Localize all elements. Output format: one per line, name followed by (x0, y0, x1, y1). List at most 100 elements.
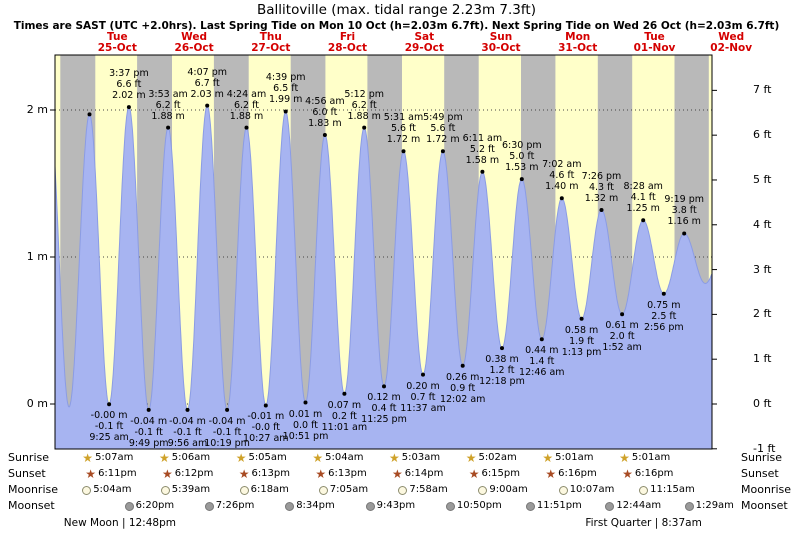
moonset-icon (365, 501, 375, 511)
low-tide-annotation: 0.38 m 1.2 ft 12:18 pm (473, 354, 531, 387)
moonset-icon (204, 501, 214, 511)
annotation-line: 10:27 am (243, 433, 289, 445)
high-tide-annotation: 5:49 pm 5.6 ft 1.72 m (414, 112, 472, 145)
annotation-line: 0.2 ft (331, 410, 357, 422)
sunset-entry: ★ 6:11pm (85, 467, 136, 481)
moonrise-time: 7:05am (329, 484, 369, 495)
moonset-time: 7:26pm (215, 500, 255, 511)
sunset-time: 6:12pm (174, 468, 214, 479)
day-weekday: Tue (106, 31, 128, 43)
annotation-line: -0.00 m (90, 410, 128, 422)
annotation-line: 0.61 m (605, 320, 639, 332)
low-tide-annotation: 0.26 m 0.9 ft 12:02 am (434, 372, 492, 405)
annotation-line: 5:12 pm (344, 88, 384, 100)
moonset-time: 8:34pm (296, 500, 335, 511)
high-tide-annotation: 8:28 am 4.1 ft 1.25 m (614, 181, 672, 214)
annotation-line: 8:28 am (623, 181, 663, 193)
annotation-line: 4.3 ft (588, 181, 615, 193)
low-tide-annotation: 0.07 m 0.2 ft 11:01 am (315, 400, 373, 433)
moonrise-entry: 7:58am (398, 483, 448, 497)
tide-extreme-dot (460, 363, 465, 368)
sunrise-entry: ★ 5:02am (466, 451, 517, 465)
low-tide-annotation: 0.58 m 1.9 ft 1:13 pm (553, 325, 611, 358)
day-weekday: Mon (565, 31, 591, 43)
annotation-line: 0.01 m (288, 408, 323, 420)
sunset-row-label-left: Sunset (8, 467, 46, 480)
sunrise-entry: ★ 5:01am (542, 451, 593, 465)
annotation-line: 7:02 am (542, 159, 582, 171)
annotation-line: 4:07 pm (187, 66, 227, 78)
annotation-line: 11:37 am (400, 402, 446, 414)
day-date: 02-Nov (710, 42, 753, 54)
sunset-entry: ★ 6:16pm (622, 467, 673, 481)
sunrise-row-label-left: Sunrise (8, 451, 50, 464)
sunrise-star-icon: ★ (235, 451, 247, 465)
moonset-icon (124, 501, 134, 511)
sunrise-star-icon: ★ (312, 451, 324, 465)
sunrise-time: 5:02am (478, 452, 517, 463)
sunset-star-icon: ★ (162, 467, 173, 481)
annotation-line: 6:30 pm (501, 140, 542, 152)
moonrise-time: 6:18am (250, 484, 289, 495)
tide-extreme-dot (599, 208, 604, 212)
sunrise-time: 5:04am (325, 452, 364, 463)
tide-extreme-dot (244, 125, 249, 130)
sunset-star-icon: ★ (85, 467, 97, 481)
sunrise-entry: ★ 5:05am (236, 451, 287, 465)
low-tide-annotation: 0.75 m 2.5 ft 2:56 pm (635, 300, 693, 333)
tide-extreme-dot (107, 402, 112, 407)
moonrise-time: 9:00am (489, 484, 528, 495)
annotation-line: 2.0 ft (609, 331, 635, 343)
moonset-time: 9:43pm (376, 500, 416, 511)
tide-extreme-dot (641, 218, 646, 223)
sunset-time: 6:14pm (404, 468, 444, 479)
tide-extreme-dot (342, 391, 347, 396)
y-axis-label-ft: 4 ft (753, 217, 772, 231)
annotation-line: 4.6 ft (549, 170, 575, 182)
moonrise-icon (558, 485, 568, 495)
sunset-time: 6:16pm (558, 468, 597, 479)
day-date: 28-Oct (327, 42, 368, 54)
day-date: 25-Oct (97, 42, 137, 54)
moonrise-entry: 11:15am (639, 483, 695, 497)
sunset-star-icon: ★ (468, 467, 480, 481)
moonset-entry: 1:29am (684, 499, 734, 513)
moonset-entry: 6:20pm (124, 499, 174, 513)
sunrise-star-icon: ★ (82, 451, 94, 465)
high-tide-annotation: 4:07 pm 6.7 ft 2.03 m (178, 67, 236, 100)
annotation-line: 0.20 m (406, 380, 440, 392)
moonset-entry: 9:43pm (365, 499, 416, 513)
moonrise-time: 5:04am (93, 484, 132, 495)
day-weekday: Wed (718, 31, 745, 43)
tide-extreme-dot (126, 105, 131, 110)
annotation-line: 3:37 pm (109, 68, 149, 80)
sunrise-entry: ★ 5:06am (159, 451, 210, 465)
tide-extreme-dot (421, 372, 425, 377)
low-tide-annotation: -0.04 m -0.1 ft 9:56 am (159, 416, 217, 449)
annotation-line: 1.88 m (229, 110, 264, 122)
annotation-line: 5.6 ft (430, 123, 456, 135)
moonrise-icon (160, 485, 170, 495)
annotation-line: 1.2 ft (489, 365, 515, 377)
annotation-line: 2:56 pm (643, 321, 684, 333)
day-date: 27-Oct (251, 42, 291, 54)
annotation-line: 0.12 m (367, 392, 401, 404)
sunrise-star-icon: ★ (619, 451, 630, 465)
y-axis-label-ft: -1 ft (753, 441, 776, 455)
annotation-line: 6.0 ft (312, 106, 338, 118)
tide-extreme-dot (87, 112, 92, 117)
low-tide-annotation: 0.44 m 1.4 ft 12:46 am (513, 345, 571, 378)
tide-extreme-dot (303, 400, 308, 405)
annotation-line: 0.07 m (327, 399, 362, 411)
moonset-entry: 11:51pm (525, 499, 582, 513)
y-axis-label-m: 2 m (26, 103, 48, 116)
moonrise-icon (639, 485, 649, 495)
y-axis-label-ft: 7 ft (753, 83, 772, 97)
high-tide-annotation: 3:53 am 6.2 ft 1.88 m (139, 89, 197, 122)
annotation-line: 12:18 pm (479, 376, 525, 388)
moonset-entry: 10:50pm (445, 499, 502, 513)
sunset-time: 6:13pm (328, 468, 367, 479)
annotation-line: 9:56 am (167, 437, 208, 449)
tide-extreme-dot (559, 196, 564, 201)
